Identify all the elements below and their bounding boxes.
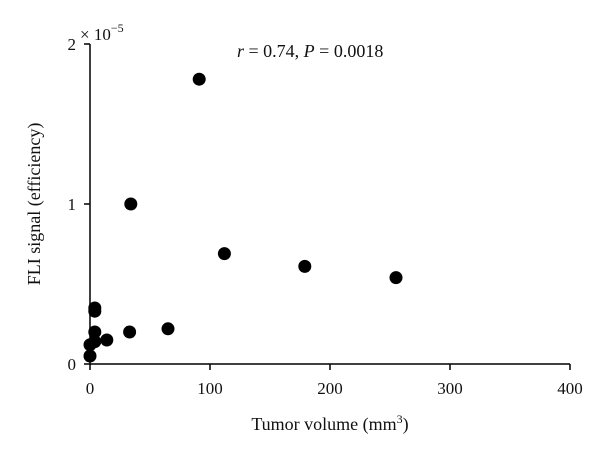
x-tick-label: 0	[86, 379, 95, 398]
axes	[89, 44, 570, 365]
data-point	[88, 335, 102, 349]
x-axis-title: Tumor volume (mm3)	[251, 412, 408, 435]
data-point	[192, 72, 206, 86]
data-point	[298, 259, 312, 273]
data-point	[100, 333, 114, 347]
x-tick-label: 100	[197, 379, 223, 398]
y-scale-factor: × 10−5	[80, 21, 124, 44]
y-axis-title: FLI signal (efficiency)	[24, 123, 45, 286]
x-tick-label: 200	[317, 379, 343, 398]
data-points	[83, 72, 403, 363]
data-point	[161, 322, 175, 336]
data-point	[217, 247, 231, 261]
data-point	[83, 349, 97, 363]
y-ticks: 0 1 2	[68, 35, 90, 374]
y-tick-label: 1	[68, 195, 77, 214]
data-point	[123, 325, 137, 339]
correlation-annotation: r = 0.74, P = 0.0018	[237, 41, 383, 61]
y-tick-label: 2	[68, 35, 77, 54]
data-point	[124, 197, 138, 211]
data-point	[88, 325, 102, 339]
y-tick-label: 0	[68, 355, 77, 374]
x-tick-label: 300	[437, 379, 463, 398]
x-ticks: 0 100 200 300 400	[86, 364, 583, 398]
data-point	[88, 301, 102, 315]
x-tick-label: 400	[557, 379, 583, 398]
data-point	[389, 271, 403, 285]
